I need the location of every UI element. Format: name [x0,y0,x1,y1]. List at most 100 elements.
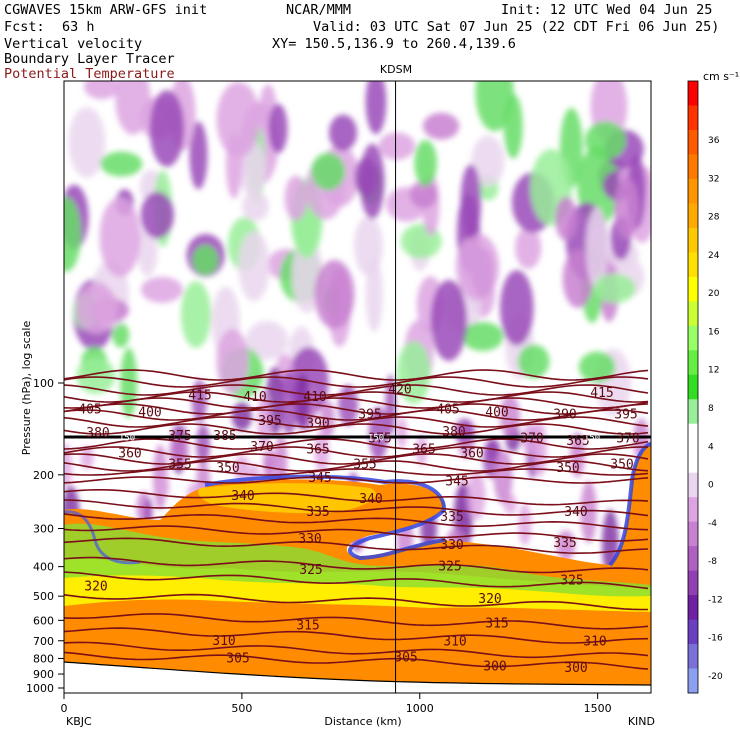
colorbar-label: 4 [708,442,714,452]
x-axis-label: Distance (km) [324,715,401,728]
theta-contour [64,384,649,396]
vertical-velocity-cell [84,81,120,100]
theta-label: 395 [358,408,381,423]
colorbar-swatch [688,227,698,253]
x-tick-label: 1000 [406,702,434,715]
vertical-velocity-cell [430,279,468,361]
vertical-velocity-cell [365,257,383,333]
theta-label: 395 [614,408,637,423]
theta-label: 415 [590,386,613,401]
theta-label: 320 [478,592,501,607]
theta-contour [64,613,649,630]
x-axis: 0 500 1000 1500 [61,693,612,715]
field-label-boundary-layer-tracer: Boundary Layer Tracer [4,51,175,67]
theta-label: 330 [298,532,321,547]
forecast-label: Fcst: [4,19,45,35]
vertical-velocity-cell [580,480,597,543]
theta-label: 320 [84,580,107,595]
vertical-velocity-cell [189,121,208,190]
vertical-velocity-cell [555,196,577,241]
theta-label: 300 [564,661,587,676]
theta-label: 325 [560,574,583,589]
vertical-velocity-cell [140,276,183,303]
colorbar-swatch [688,472,698,498]
vertical-velocity-cell [100,151,143,177]
theta-label: 375 [368,431,391,446]
vertical-velocity-cell [416,434,428,466]
colorbar-swatch [688,644,698,670]
theta-label: 330 [440,538,463,553]
plot-frame [63,80,652,694]
theta-contour [64,468,649,476]
x-tick-label: 1500 [584,702,612,715]
vertical-velocity-cell [311,152,346,191]
theta-label: 350 [610,457,633,472]
vertical-velocity-cell [231,402,252,431]
theta-contour [64,438,649,450]
colorbar-swatch [688,595,698,621]
xy-coordinates: XY= 150.5,136.9 to 260.4,139.6 [272,36,516,52]
colorbar-swatch [688,399,698,425]
colorbar-swatch [688,619,698,645]
theta-contour [64,446,649,458]
colorbar-swatch [688,203,698,229]
vertical-velocity-cell [461,321,504,352]
theta-label: 360 [460,446,483,461]
vertical-velocity-cell [115,81,151,135]
theta-contour [64,641,649,659]
theta-label: 310 [443,635,466,650]
vertical-velocity-cell [140,191,175,239]
theta-label: 360 [118,446,141,461]
colorbar-unit: cm s⁻¹ [703,70,739,83]
theta-label: 355 [168,457,191,472]
vertical-velocity-cell [239,141,266,198]
vertical-velocity-cell [353,216,384,276]
vertical-velocity-cell [191,379,207,423]
shaded-fields: 415 410 410 420 415 405 400 395 390 395 405 400 390 3… [64,81,651,693]
colorbar-swatch [688,521,698,547]
colorbar-label: 0 [708,481,714,491]
colorbar-frame [687,80,699,694]
theta-contour [64,499,649,517]
theta-label: 370 [250,440,273,455]
vertical-velocity-cell [396,341,431,404]
theta-label: 410 [243,390,266,405]
theta-label: 325 [438,560,461,575]
vertical-velocity-cell [422,112,460,140]
theta-label: 395 [258,414,281,429]
vertical-velocity-cell [192,244,219,276]
y-tick-label: 700 [33,635,54,648]
colorbar-swatch [688,374,698,400]
colorbar-swatch [688,448,698,474]
vertical-velocity-cell [216,328,249,394]
theta-label: 305 [394,651,417,666]
colorbar-swatch [688,178,698,204]
vertical-velocity-cell [517,344,550,379]
theta-label: 375 [168,429,191,444]
theta-label: 405 [78,402,101,417]
vertical-velocity-cell [499,270,534,346]
colorbar-label: 28 [708,213,720,223]
field-label-vertical-velocity: Vertical velocity [4,36,143,52]
colorbar-swatch [688,423,698,449]
init-time: Init: 12 UTC Wed 04 Jun 25 [501,2,713,18]
colorbar-swatch [688,350,698,376]
terrain [64,662,651,693]
colorbar-label: -8 [708,557,717,567]
colorbar-swatch [688,325,698,351]
theta-label: 420 [388,382,411,397]
vertical-velocity-cell [268,103,288,154]
colorbar-label: -12 [708,595,723,605]
vertical-velocity-cell [120,347,138,418]
theta-label: 315 [485,617,508,632]
y-tick-label: 600 [33,614,54,627]
theta-contour [64,376,649,388]
colorbar-swatch [688,497,698,523]
colorbar-swatch [688,129,698,155]
theta-contour [64,593,648,611]
theta-contour [64,391,649,403]
theta-label: 310 [212,634,235,649]
colorbar-swatch [688,668,698,694]
theta-label: 350 [556,461,579,476]
